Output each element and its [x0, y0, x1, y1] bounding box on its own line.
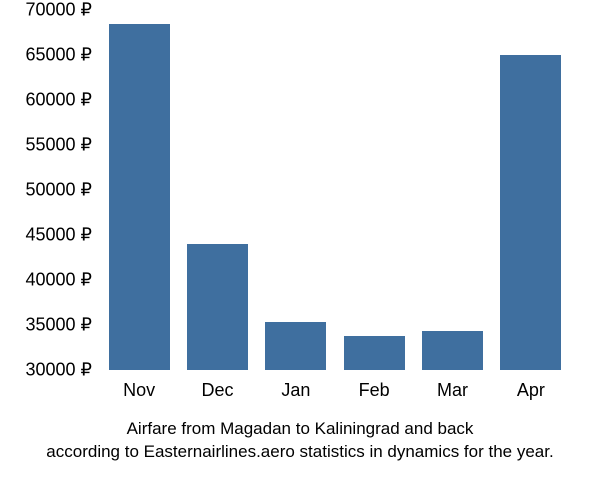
bar [187, 244, 248, 370]
chart-caption: Airfare from Magadan to Kaliningrad and … [0, 418, 600, 464]
y-tick-label: 55000 ₽ [25, 135, 100, 156]
bar [500, 55, 561, 370]
bar [109, 24, 170, 371]
y-tick-label: 30000 ₽ [25, 360, 100, 381]
bar [344, 336, 405, 370]
bar [422, 331, 483, 370]
plot-area: 30000 ₽35000 ₽40000 ₽45000 ₽50000 ₽55000… [100, 10, 570, 370]
x-tick-label: Apr [517, 370, 545, 401]
bar [265, 322, 326, 370]
x-tick-label: Mar [437, 370, 468, 401]
x-tick-label: Nov [123, 370, 155, 401]
y-tick-label: 60000 ₽ [25, 90, 100, 111]
y-tick-label: 50000 ₽ [25, 180, 100, 201]
y-tick-label: 45000 ₽ [25, 225, 100, 246]
caption-line: Airfare from Magadan to Kaliningrad and … [0, 418, 600, 441]
y-tick-label: 40000 ₽ [25, 270, 100, 291]
airfare-bar-chart: 30000 ₽ 35000 ₽ 40000 ₽ 45000 ₽ 50000 ₽ 55000… [0, 0, 600, 500]
y-tick-label: 65000 ₽ [25, 45, 100, 66]
y-tick-label: 35000 ₽ [25, 315, 100, 336]
x-tick-label: Jan [281, 370, 310, 401]
caption-line: according to Easternairlines.aero statis… [0, 441, 600, 464]
y-tick-label: 70000 ₽ [25, 0, 100, 21]
x-tick-label: Feb [359, 370, 390, 401]
x-tick-label: Dec [201, 370, 233, 401]
